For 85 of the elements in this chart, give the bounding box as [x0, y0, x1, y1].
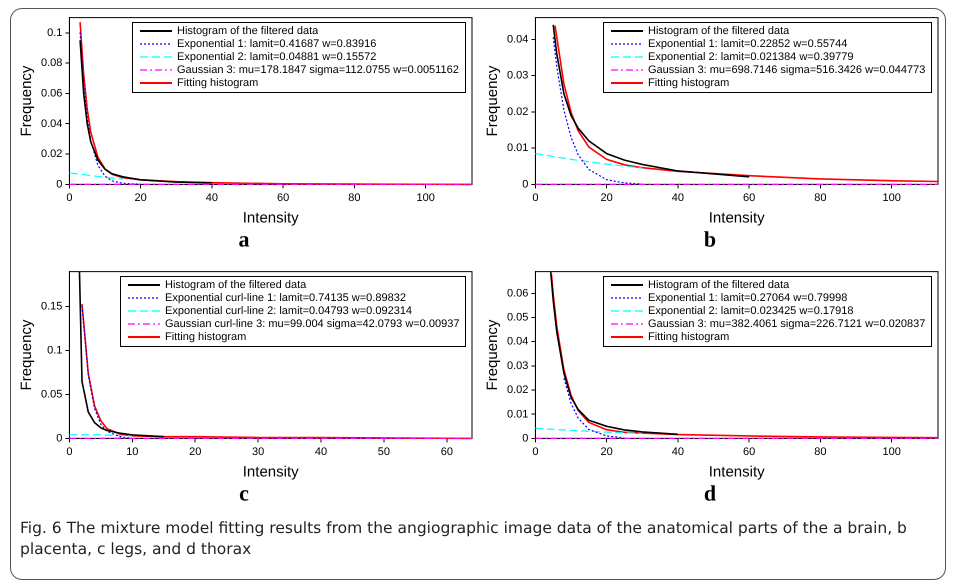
y-tick-label: 0 [56, 432, 62, 444]
legend-label: Histogram of the filtered data [165, 278, 306, 292]
line-series [80, 32, 142, 185]
x-tick-label: 80 [348, 192, 361, 204]
y-tick-label: 0.04 [40, 118, 62, 130]
legend-label: Exponential 1: lamit=0.22852 w=0.55744 [648, 38, 848, 51]
x-tick-label: 0 [66, 192, 72, 204]
legend-label: Histogram of the filtered data [648, 24, 790, 38]
y-axis-title: Frequency [484, 319, 502, 390]
x-tick-label: 100 [882, 446, 901, 458]
y-tick-label: 0.01 [506, 408, 528, 420]
x-tick-label: 40 [206, 192, 218, 204]
x-tick-label: 80 [814, 446, 827, 458]
legend-label: Fitting histogram [165, 330, 246, 344]
y-tick-label: 0.1 [47, 344, 62, 357]
x-tick-label: 60 [743, 446, 756, 458]
y-axis-title: Frequency [18, 65, 36, 136]
legend-label: Exponential curl-line 2: lamit=0.04793 w=0.092314 [165, 304, 412, 318]
x-tick-label: 0 [66, 446, 72, 458]
text: a [238, 226, 250, 252]
x-tick-label: 60 [440, 446, 453, 458]
y-tick-label: 0.15 [40, 300, 62, 313]
x-tick-label: 0 [532, 192, 538, 204]
x-tick-label: 40 [672, 192, 684, 204]
legend-label: Fitting histogram [648, 76, 730, 90]
legend-label: Exponential 2: lamit=0.04881 w=0.15572 [177, 50, 376, 64]
y-tick-label: 0.05 [506, 312, 528, 324]
x-axis-title: Intensity [708, 464, 766, 481]
y-tick-label: 0 [56, 178, 62, 190]
x-axis-title: Intensity [242, 464, 300, 481]
y-tick-label: 0 [522, 178, 528, 190]
y-tick-label: 0.02 [506, 106, 528, 118]
line-series [81, 305, 133, 439]
x-axis-title: Intensity [708, 210, 766, 227]
legend-label: Histogram of the filtered data [648, 278, 790, 292]
legend-label: Gaussian 3: mu=382.4061 sigma=226.7121 w=0.020837 [648, 318, 926, 331]
legend-label: Exponential curl-line 1: lamit=0.74135 w=0.89832 [165, 292, 406, 305]
x-tick-label: 0 [532, 446, 538, 458]
text: d [704, 480, 716, 506]
text: c [239, 480, 250, 506]
y-tick-label: 0.03 [506, 70, 528, 82]
legend-label: Fitting histogram [648, 330, 730, 344]
legend-label: Exponential 1: lamit=0.41687 w=0.83916 [177, 38, 376, 51]
legend-label: Gaussian 3: mu=698.7146 sigma=516.3426 w=0.044773 [648, 64, 926, 77]
legend-label: Exponential 1: lamit=0.27064 w=0.79998 [648, 292, 848, 305]
x-tick-label: 10 [126, 446, 138, 458]
text: b [704, 226, 716, 252]
y-tick-label: 0.06 [506, 287, 528, 300]
y-tick-label: 0.01 [506, 142, 528, 154]
x-tick-label: 100 [416, 192, 435, 204]
x-tick-label: 100 [882, 192, 901, 204]
y-tick-label: 0.08 [40, 57, 62, 70]
x-tick-label: 80 [814, 192, 827, 204]
legend-label: Exponential 2: lamit=0.021384 w=0.39779 [648, 50, 854, 64]
line-series [552, 36, 643, 185]
y-tick-label: 0.1 [47, 26, 62, 39]
y-tick-label: 0.03 [506, 360, 528, 372]
legend-label: Fitting histogram [177, 76, 258, 90]
y-tick-label: 0.05 [40, 388, 62, 401]
y-axis-title: Frequency [18, 319, 36, 390]
y-tick-label: 0 [522, 432, 528, 444]
line-series [563, 378, 626, 439]
x-tick-label: 20 [134, 192, 147, 204]
x-tick-label: 40 [672, 446, 684, 458]
x-tick-label: 60 [277, 192, 290, 204]
caption: Fig. 6 The mixture model fitting results from the angiographic image data of the anatomical parts of the a brain, b placenta, c legs, and d thorax [20, 518, 908, 560]
y-tick-label: 0.04 [506, 336, 528, 348]
x-tick-label: 20 [600, 192, 613, 204]
legend-label: Exponential 2: lamit=0.023425 w=0.17918 [648, 304, 854, 318]
y-axis-title: Frequency [484, 65, 502, 136]
line-series [534, 152, 643, 169]
legend-label: Histogram of the filtered data [177, 24, 318, 38]
y-tick-label: 0.02 [506, 384, 528, 396]
x-tick-label: 50 [378, 446, 390, 458]
x-tick-label: 60 [743, 192, 756, 204]
legend-label: Gaussian curl-line 3: mu=99.004 sigma=42.0793 w=0.00937 [165, 318, 460, 331]
x-tick-label: 40 [314, 446, 328, 458]
x-tick-label: 20 [600, 446, 613, 458]
y-tick-label: 0.04 [506, 33, 528, 46]
y-tick-label: 0.02 [40, 148, 62, 160]
legend-label: Gaussian 3: mu=178.1847 sigma=112.0755 w=0.0051162 [177, 64, 459, 77]
x-tick-label: 30 [252, 446, 264, 458]
x-axis-title: Intensity [242, 210, 300, 227]
x-tick-label: 20 [189, 446, 202, 458]
y-tick-label: 0.06 [40, 87, 62, 100]
